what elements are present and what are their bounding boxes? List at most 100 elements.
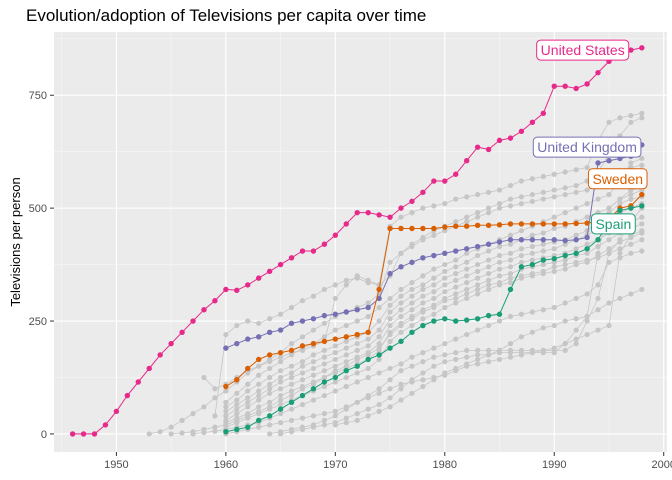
background-series-point [453, 300, 459, 306]
background-series-point [245, 388, 251, 394]
background-series-point [288, 406, 295, 412]
series-united-states-point [168, 340, 174, 347]
background-series-point [277, 401, 284, 408]
background-series-point [277, 379, 284, 385]
background-series-point [288, 370, 295, 376]
background-series-point [354, 411, 360, 417]
background-series-point [475, 275, 481, 281]
series-united-kingdom-point [420, 255, 426, 261]
background-series-point [420, 286, 426, 293]
series-spain-point [507, 286, 514, 293]
background-series-point [540, 350, 546, 356]
series-sweden-point [223, 383, 229, 390]
series-spain-point [518, 264, 525, 270]
series-spain-point [365, 356, 371, 363]
series-sweden-point [387, 225, 393, 232]
background-series-point [234, 401, 240, 408]
series-united-states-point [80, 431, 87, 437]
background-series-point [464, 194, 470, 200]
background-series-point [617, 115, 623, 121]
background-series [212, 110, 645, 419]
background-series-point [496, 266, 503, 272]
background-series-point [606, 322, 612, 329]
background-series-point [288, 381, 295, 387]
background-series-point [343, 415, 349, 421]
series-sweden-point [288, 347, 295, 354]
background-series-point [201, 404, 207, 410]
background-series-point [606, 205, 612, 211]
series-spain-point [299, 392, 306, 399]
background-series-point [245, 370, 251, 376]
background-series-point [277, 368, 284, 374]
background-series-point [223, 331, 229, 338]
series-united-states-point [190, 318, 196, 324]
background-series-point [485, 271, 492, 277]
background-series-point [343, 359, 349, 365]
background-series-point [409, 316, 415, 322]
label-box-sweden [587, 168, 648, 190]
background-series-point [453, 264, 459, 270]
series-united-kingdom-point [463, 246, 470, 252]
background-series-point [529, 257, 535, 263]
background-series-point [256, 404, 262, 410]
background-series-point [256, 363, 262, 369]
background-series-point [212, 413, 218, 419]
background-series-point [518, 178, 525, 184]
background-series-point [595, 255, 601, 261]
y-axis-title: Televisions per person [8, 177, 23, 306]
background-series-point [365, 374, 371, 381]
background-series-point [529, 271, 535, 277]
series-sweden-point [255, 356, 262, 363]
background-series-point [639, 221, 645, 227]
series-united-kingdom-point [507, 237, 514, 243]
background-series-point [420, 383, 426, 390]
background-series-point [267, 386, 273, 392]
background-series-point [485, 205, 492, 211]
background-series-point [234, 411, 240, 417]
background-series-point [332, 343, 338, 349]
background-series-point [584, 201, 590, 207]
background-series-point [321, 334, 327, 340]
background-series-point [485, 282, 492, 288]
background-series-point [453, 257, 459, 263]
background-series-point [475, 191, 481, 198]
background-series-point [518, 228, 525, 234]
series-spain-point [551, 256, 557, 262]
background-series-point [267, 365, 273, 372]
background-series-point [376, 334, 382, 340]
background-series-point [529, 309, 535, 315]
background-series-point [343, 322, 349, 329]
series-united-kingdom-point [431, 252, 437, 259]
background-series-point [321, 320, 327, 326]
background-series-point [277, 397, 284, 403]
background-series-point [507, 275, 514, 281]
background-series-point [245, 404, 251, 410]
background-series-point [595, 196, 601, 202]
background-series-point [398, 381, 404, 387]
background-series-point [551, 194, 557, 200]
series-spain-point [245, 424, 251, 430]
series-united-kingdom-point [496, 239, 503, 245]
series-united-kingdom-point [343, 309, 349, 315]
series-united-states-point [157, 352, 163, 358]
background-series-point [431, 354, 437, 360]
background-series-point [540, 248, 546, 254]
background-series-point [288, 352, 295, 358]
series-sweden-point [234, 377, 240, 383]
background-series-point [442, 289, 448, 295]
background-series-point [562, 347, 568, 353]
background-series-point [234, 406, 240, 412]
y-tick-label: 250 [29, 316, 47, 328]
series-sweden-point [584, 220, 590, 226]
series-united-states-point [201, 307, 207, 313]
series-spain-point [628, 205, 634, 211]
background-series-point [431, 282, 437, 288]
background-series-point [277, 411, 284, 417]
background-series-point [376, 327, 382, 333]
series-united-states-point [551, 83, 557, 89]
background-series-point [584, 313, 590, 320]
background-series-point [398, 397, 404, 403]
background-series-point [584, 331, 590, 338]
